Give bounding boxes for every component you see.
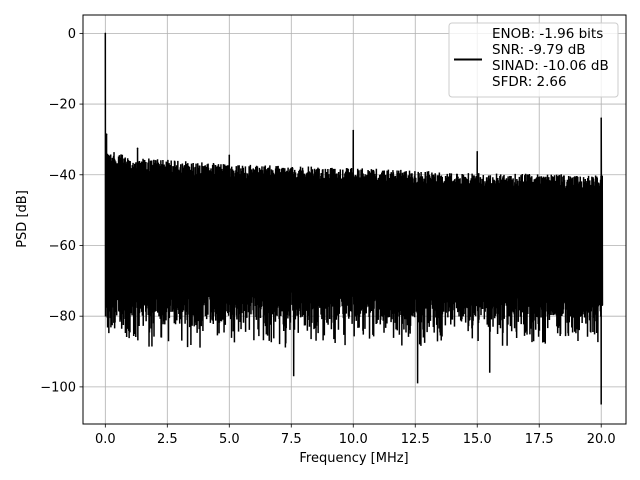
spectral-peak: [476, 151, 479, 153]
spectral-peak: [136, 147, 139, 150]
spectral-peak: [104, 32, 107, 35]
x-axis-ticks: 0.0 2.5 5.0 7.5 10.0 12.5 15.0 17.5 20.0: [95, 424, 616, 447]
x-axis-label: Frequency [MHz]: [299, 451, 408, 466]
legend-line-enob: ENOB: -1.96 bits: [492, 26, 603, 42]
y-tick-label: −80: [49, 310, 76, 325]
x-tick-label: 5.0: [219, 432, 240, 447]
legend-line-snr: SNR: -9.79 dB: [492, 42, 586, 58]
y-axis-label: PSD [dB]: [15, 190, 30, 248]
y-axis-ticks: 0 −20 −40 −60 −80 −100: [40, 27, 83, 395]
x-tick-label: 12.5: [401, 432, 430, 447]
psd-series-line: [104, 33, 604, 405]
x-tick-label: 20.0: [587, 432, 616, 447]
psd-trace: [104, 32, 604, 405]
y-tick-label: −100: [40, 380, 76, 395]
legend-line-sfdr: SFDR: 2.66: [492, 74, 567, 90]
x-tick-label: 2.5: [157, 432, 178, 447]
legend-box: [448, 22, 619, 98]
y-tick-label: −60: [49, 239, 76, 254]
spectral-peak: [352, 129, 355, 132]
y-tick-label: −40: [49, 168, 76, 183]
x-tick-label: 17.5: [525, 432, 554, 447]
spectral-peak: [600, 117, 603, 120]
x-tick-label: 0.0: [95, 432, 116, 447]
spectral-peak: [105, 133, 108, 135]
y-tick-label: −20: [49, 98, 76, 113]
y-tick-label: 0: [68, 27, 76, 42]
plot-frame: [82, 14, 627, 425]
x-tick-label: 10.0: [339, 432, 368, 447]
x-tick-label: 7.5: [281, 432, 302, 447]
legend-line-sinad: SINAD: -10.06 dB: [492, 58, 609, 74]
x-tick-label: 15.0: [463, 432, 492, 447]
legend: ENOB: -1.96 bits SNR: -9.79 dB SINAD: -1…: [448, 22, 619, 98]
spectral-peak: [228, 154, 231, 157]
